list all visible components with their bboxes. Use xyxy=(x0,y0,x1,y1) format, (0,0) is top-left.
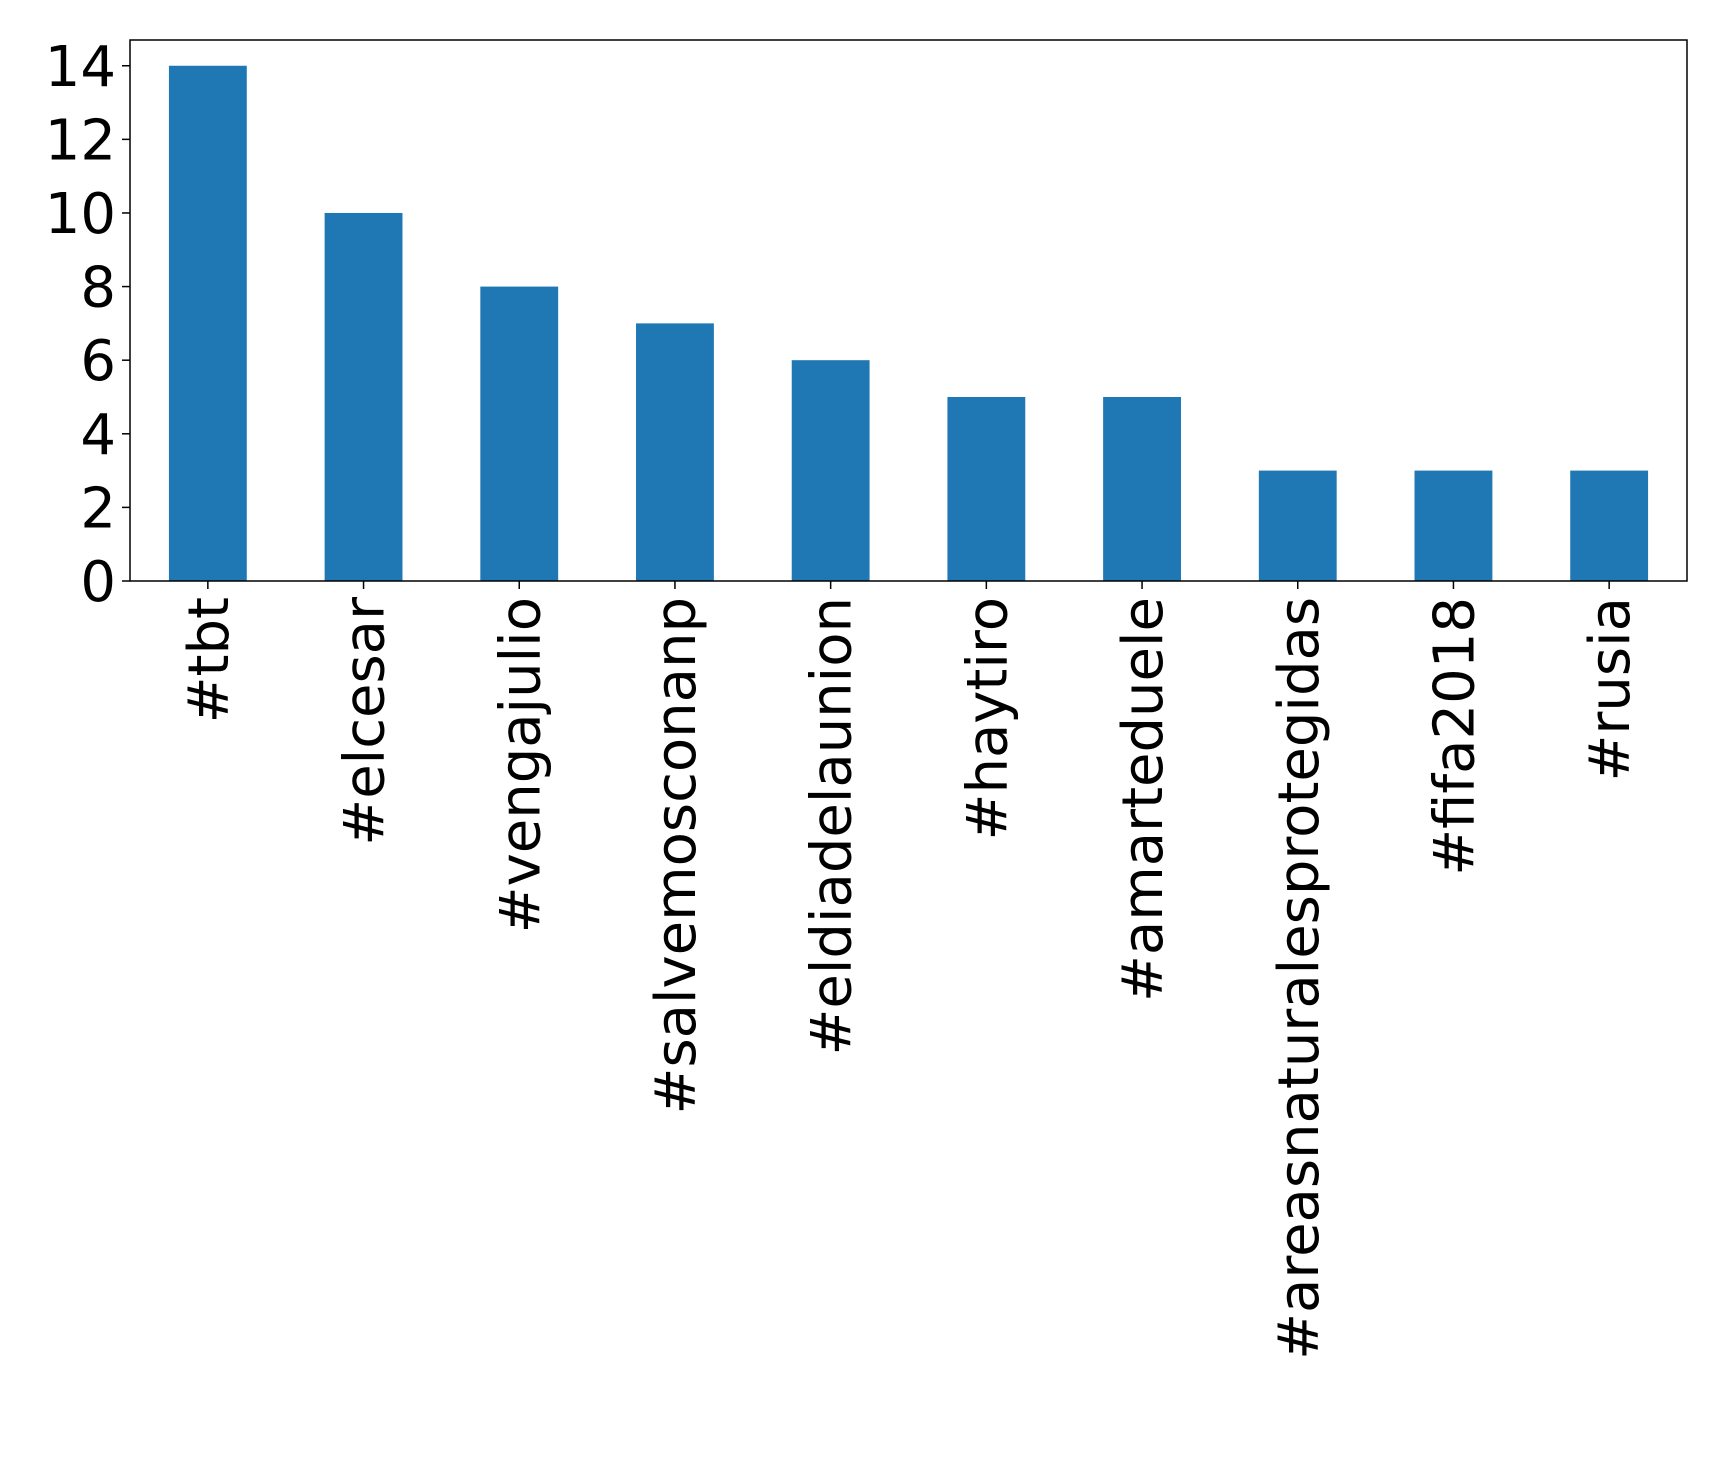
x-tick-label: #eldiadelaunion xyxy=(800,597,865,1056)
bar xyxy=(324,212,403,582)
bar xyxy=(168,65,247,581)
x-tick-label: #fifa2018 xyxy=(1422,597,1487,876)
y-tick-label: 10 xyxy=(45,182,116,247)
y-tick-label: 12 xyxy=(45,108,116,173)
x-tick-label: #salvemosconanp xyxy=(644,597,709,1114)
y-tick-label: 4 xyxy=(80,403,116,468)
bar xyxy=(1414,470,1493,581)
bar xyxy=(791,360,870,581)
y-tick-label: 14 xyxy=(45,35,116,100)
x-tick-label: #vengajulio xyxy=(488,597,553,933)
plot-frame xyxy=(129,39,1688,582)
x-tick-label: #amarteduele xyxy=(1111,597,1176,1002)
y-tick-label: 8 xyxy=(80,256,116,321)
x-tick-label: #haytiro xyxy=(955,597,1020,840)
bar xyxy=(1570,470,1649,581)
y-tick-label: 2 xyxy=(80,476,116,541)
bar xyxy=(947,396,1026,581)
x-tick-label: #areasnaturalesprotegidas xyxy=(1267,597,1332,1360)
y-tick-label: 6 xyxy=(80,329,116,394)
x-tick-label: #elcesar xyxy=(333,596,398,846)
bar xyxy=(1258,470,1337,581)
x-tick-label: #tbt xyxy=(177,597,242,723)
bar xyxy=(636,323,714,581)
x-tick-label: #rusia xyxy=(1578,597,1643,782)
y-tick-label: 0 xyxy=(80,550,116,615)
bar xyxy=(1103,396,1181,581)
bar xyxy=(480,286,559,581)
